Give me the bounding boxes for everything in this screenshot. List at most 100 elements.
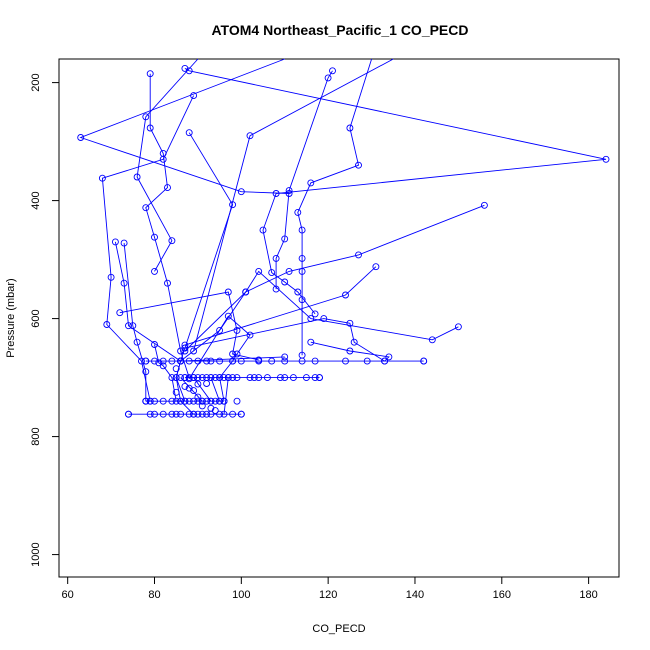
data-point [381,357,389,365]
data-point [255,374,263,382]
data-point [294,288,302,296]
data-point [133,338,141,346]
data-point [172,397,180,405]
data-point [229,350,237,358]
data-point [172,410,180,418]
data-point [272,254,280,262]
data-point [181,397,189,405]
series-line-16 [154,344,177,402]
data-point [177,397,185,405]
data-point [385,353,393,361]
series-group [79,58,607,415]
data-point [138,357,145,365]
data-point [142,204,150,212]
x-tick-label: 160 [493,589,511,601]
data-point [151,233,158,241]
points-group [77,64,610,418]
data-point [203,380,211,387]
data-point [159,410,167,418]
series-line-12 [123,243,147,402]
data-point [194,357,202,365]
data-point [281,353,289,361]
data-point [216,410,224,418]
series-line-2 [145,73,190,378]
data-point [190,397,198,405]
data-point [229,357,237,365]
data-point [298,254,306,262]
data-point [190,387,198,395]
data-point [194,397,202,405]
data-point [181,382,189,390]
data-point [281,357,289,365]
series-line-24 [180,377,203,402]
series-line-1 [136,58,199,272]
data-point [168,397,176,405]
data-point [164,279,171,287]
data-point [454,323,462,331]
data-point [142,397,150,405]
data-point [355,161,362,169]
data-point [372,263,380,271]
data-point [233,374,241,382]
data-point [142,368,150,376]
data-point [181,341,189,349]
data-point [181,374,189,382]
data-point [224,288,232,296]
x-tick-label: 80 [148,589,160,601]
series-line-11 [114,241,186,402]
data-point [198,402,206,410]
series-line-15 [184,318,390,362]
y-tick-label: 200 [30,73,42,91]
data-point [185,357,193,365]
data-point [298,357,306,365]
data-point [194,374,202,382]
data-point [237,357,245,365]
data-point [420,357,428,365]
data-point [316,374,323,382]
data-point [211,407,219,415]
data-point [172,374,180,382]
x-axis: 60 80 100 120 140 160 180 [62,577,598,601]
data-point [216,397,224,405]
data-point [229,201,237,209]
data-point [311,310,319,318]
data-point [151,397,158,405]
data-point [281,374,289,382]
data-point [220,410,228,418]
data-point [346,319,354,327]
data-point [233,397,241,405]
data-point [289,374,297,382]
plot-frame [58,58,620,578]
data-point [181,344,189,352]
data-point [159,357,167,365]
data-point [116,309,124,317]
data-point [302,374,310,382]
data-point [324,74,332,82]
data-point [268,269,276,277]
data-point [255,357,263,365]
data-point [159,362,167,370]
data-point [363,357,371,365]
series-line-14 [184,266,377,346]
data-point [190,347,198,355]
data-point [172,388,180,396]
data-point [224,312,232,320]
data-point [168,237,176,245]
data-point [233,326,241,334]
data-point [298,267,306,275]
data-point [168,410,176,418]
series-line-3 [79,58,290,194]
data-point [151,341,158,348]
data-point [203,397,211,405]
data-point [233,350,241,358]
data-point [237,188,245,196]
data-point [480,201,488,209]
data-point [350,338,358,346]
x-tick-label: 60 [62,589,74,601]
data-point [185,375,193,383]
data-point [151,267,158,275]
series-line-23 [180,356,285,362]
data-point [198,374,206,382]
data-point [602,155,610,163]
